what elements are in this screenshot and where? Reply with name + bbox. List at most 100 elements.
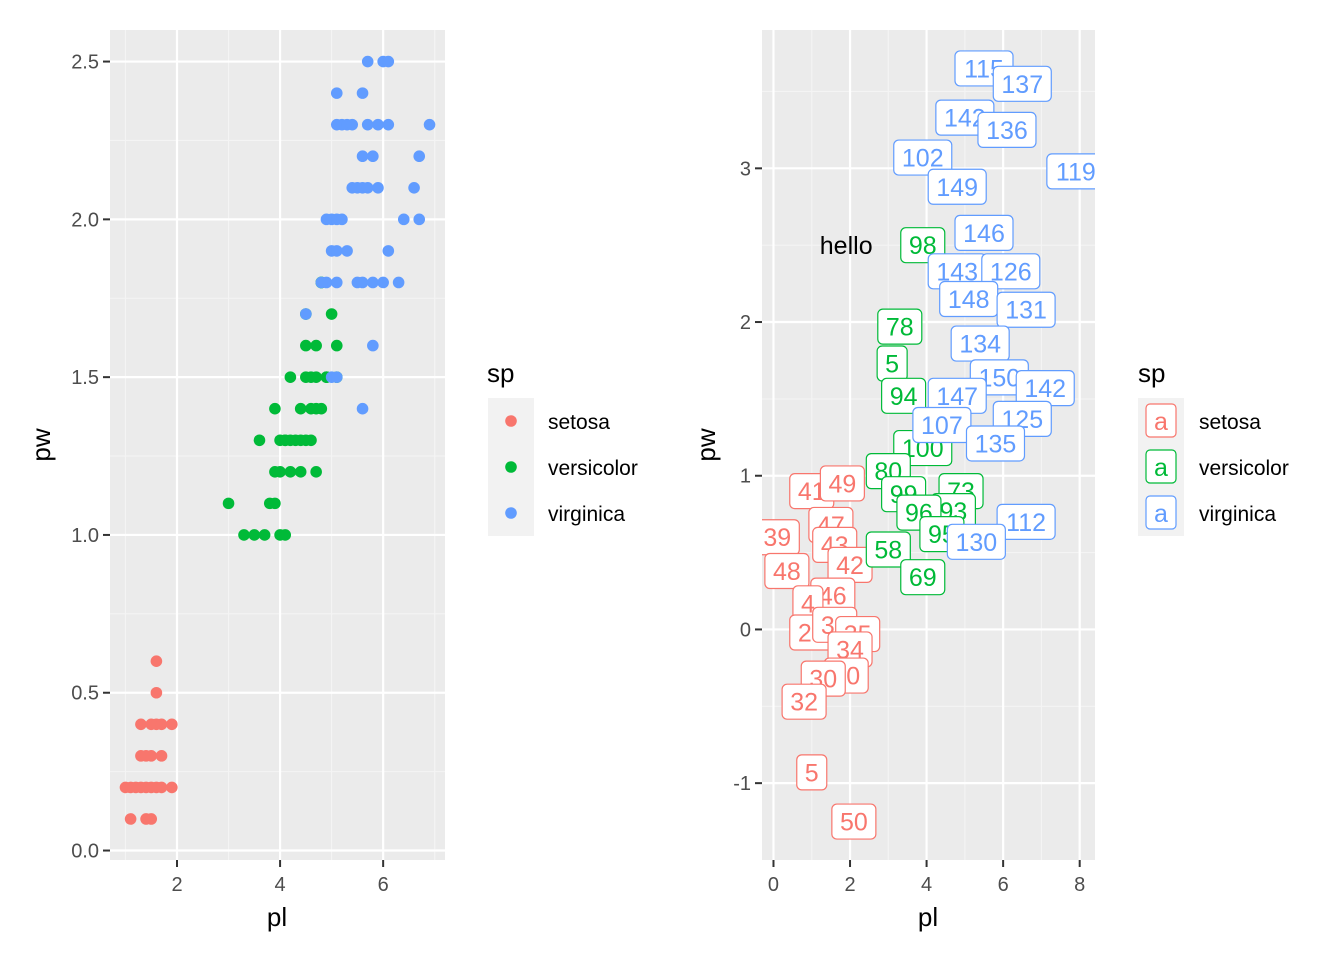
- data-point-versicolor: [284, 466, 297, 478]
- label-box-frame: [954, 214, 1014, 251]
- x-tick-label: 4: [275, 874, 286, 896]
- data-point-virginica: [346, 118, 359, 131]
- label-box-text: 78: [886, 314, 914, 342]
- label-box-virginica: 150: [969, 359, 1029, 396]
- data-point-virginica: [341, 245, 353, 257]
- legend-label-setosa: setosa: [1199, 411, 1261, 434]
- data-point-versicolor: [238, 529, 250, 541]
- label-box-setosa: 5: [796, 754, 828, 791]
- label-box-text: 48: [773, 558, 801, 586]
- label-box-text: 142: [1024, 375, 1066, 403]
- data-point-virginica: [330, 87, 343, 99]
- label-box-versicolor: 5: [876, 345, 908, 382]
- left-panel: 0.0 0.5 1.0 1.5 2.0 2.5 2 4 6 pl pw sp setosa ve…: [26, 30, 638, 932]
- label-box-frame: [996, 291, 1056, 328]
- data-point-virginica: [356, 87, 369, 99]
- data-point-versicolor: [294, 466, 307, 478]
- label-box-virginica: 119: [1046, 153, 1096, 190]
- y-tick-label: 0.5: [71, 683, 99, 705]
- legend-key-box-versicolor: [1145, 449, 1177, 484]
- y-tick-label: 1.0: [71, 525, 99, 547]
- data-point-virginica: [356, 150, 369, 163]
- label-box-frame: [893, 139, 953, 176]
- data-point-versicolor: [269, 402, 281, 415]
- legend-key-box-setosa: [1145, 403, 1177, 438]
- label-box-frame: [992, 65, 1052, 102]
- label-box-text: 146: [963, 220, 1005, 248]
- label-box-virginica: 135: [965, 425, 1026, 462]
- label-box-virginica: 134: [950, 325, 1010, 362]
- data-point-setosa: [150, 686, 163, 699]
- label-box-text: 39: [763, 524, 791, 552]
- data-point-versicolor: [294, 402, 307, 415]
- data-point-virginica: [397, 213, 410, 226]
- label-box-virginica: 136: [977, 111, 1037, 149]
- label-box-text: 102: [902, 145, 944, 173]
- label-box-text: 134: [959, 331, 1001, 359]
- x-tick-label: 2: [171, 874, 182, 896]
- label-box-versicolor: 69: [900, 559, 946, 596]
- data-point-virginica: [367, 276, 379, 289]
- left-legend-title: sp: [487, 358, 514, 388]
- label-box-text: 119: [1056, 158, 1096, 186]
- label-box-virginica: 146: [954, 214, 1014, 251]
- label-box-virginica: 131: [996, 291, 1056, 328]
- x-tick-label: 2: [844, 874, 855, 896]
- label-box-text: 58: [874, 537, 902, 565]
- label-box-versicolor: 58: [865, 531, 911, 568]
- left-x-axis: 2 4 6: [171, 860, 389, 896]
- label-box-text: 50: [840, 809, 868, 837]
- data-point-setosa: [124, 813, 137, 825]
- data-point-virginica: [382, 55, 395, 68]
- label-box-virginica: 147: [927, 377, 987, 414]
- data-point-versicolor: [310, 371, 322, 383]
- data-point-virginica: [300, 308, 312, 320]
- legend-key-dot-versicolor: [505, 461, 517, 473]
- label-box-text: 4: [801, 590, 815, 618]
- y-tick-label: 1.5: [71, 367, 99, 389]
- data-point-virginica: [377, 276, 389, 289]
- x-tick-label: 0: [768, 874, 779, 896]
- label-box-text: 107: [921, 412, 963, 440]
- label-box-virginica: 130: [946, 523, 1006, 560]
- y-tick-label: 0: [740, 619, 751, 641]
- data-point-virginica: [315, 276, 328, 289]
- data-point-virginica: [361, 181, 374, 194]
- data-point-versicolor: [258, 529, 271, 541]
- legend-label-versicolor: versicolor: [1199, 457, 1289, 480]
- label-box-frame: [796, 754, 828, 791]
- data-point-setosa: [155, 750, 168, 762]
- data-point-virginica: [330, 245, 343, 257]
- label-box-versicolor: 94: [881, 377, 927, 414]
- label-box-virginica: 112: [996, 503, 1056, 540]
- label-box-virginica: 137: [992, 65, 1052, 102]
- left-x-axis-title: pl: [267, 902, 287, 932]
- data-point-virginica: [423, 118, 436, 131]
- data-point-versicolor: [274, 466, 286, 478]
- label-box-frame: [996, 503, 1056, 540]
- label-box-frame: [865, 531, 911, 568]
- legend-label-versicolor: versicolor: [548, 457, 638, 480]
- label-box-text: 147: [936, 383, 978, 411]
- label-box-text: 149: [936, 174, 978, 202]
- label-box-text: 130: [955, 529, 997, 557]
- data-point-versicolor: [279, 434, 292, 447]
- data-point-setosa: [155, 781, 168, 794]
- label-box-virginica: 142: [1015, 370, 1075, 407]
- legend-label-setosa: setosa: [548, 411, 610, 434]
- y-tick-label: 2.5: [71, 52, 99, 74]
- data-point-virginica: [330, 276, 343, 289]
- data-point-versicolor: [248, 529, 261, 541]
- data-point-versicolor: [284, 371, 297, 383]
- label-box-setosa: 42: [827, 546, 873, 583]
- label-box-text: 148: [948, 286, 990, 314]
- label-box-frame: [981, 253, 1041, 290]
- label-box-text: 135: [975, 430, 1017, 458]
- right-y-axis-title: pw: [691, 428, 721, 461]
- data-point-virginica: [367, 339, 379, 352]
- data-point-versicolor: [305, 434, 317, 447]
- data-point-virginica: [413, 150, 426, 163]
- label-box-frame: [764, 552, 810, 590]
- label-box-text: 69: [909, 564, 937, 592]
- label-box-virginica: 107: [912, 406, 972, 444]
